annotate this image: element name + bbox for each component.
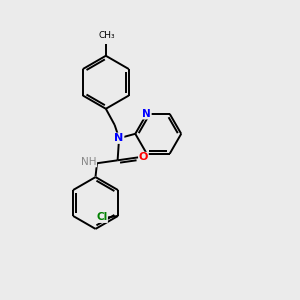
Text: O: O — [139, 152, 148, 162]
Text: N: N — [115, 133, 124, 143]
Text: CH₃: CH₃ — [98, 32, 115, 40]
Text: NH: NH — [81, 157, 97, 167]
Text: Cl: Cl — [96, 212, 107, 222]
Text: N: N — [142, 109, 151, 119]
